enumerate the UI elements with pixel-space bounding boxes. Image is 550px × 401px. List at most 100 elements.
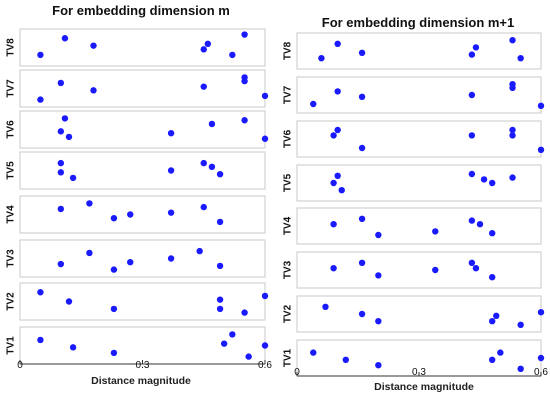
x-tick-label: 0.6 xyxy=(258,360,272,371)
row-tv8: TV8 xyxy=(283,32,542,70)
data-point xyxy=(200,203,207,211)
x-tick-label: 0 xyxy=(17,360,23,371)
row-frame xyxy=(296,120,542,158)
data-point xyxy=(110,266,118,273)
row-tv5: TV5 xyxy=(6,151,266,190)
data-point xyxy=(90,42,97,49)
row-frame xyxy=(296,295,542,333)
data-point xyxy=(517,55,524,62)
row-frame xyxy=(19,326,266,365)
data-point xyxy=(375,362,382,369)
row-frame xyxy=(296,76,542,114)
row-frame xyxy=(296,251,542,289)
data-point xyxy=(90,87,97,94)
data-point xyxy=(330,179,337,187)
data-point xyxy=(86,249,93,257)
data-point xyxy=(468,170,476,178)
data-point xyxy=(37,96,44,103)
data-point xyxy=(127,211,134,218)
row-frame xyxy=(19,110,266,149)
data-point xyxy=(517,365,524,372)
data-point xyxy=(358,144,366,152)
row-label: TV5 xyxy=(6,161,17,180)
data-point xyxy=(110,215,118,222)
panel-title-m: For embedding dimension m xyxy=(52,3,230,18)
data-point xyxy=(330,132,337,139)
row-label: TV7 xyxy=(6,79,17,98)
row-label: TV2 xyxy=(6,292,17,311)
data-point xyxy=(509,126,516,134)
data-point xyxy=(200,46,207,53)
data-point xyxy=(261,92,269,100)
data-point xyxy=(208,120,216,128)
data-point xyxy=(110,349,118,357)
data-point xyxy=(216,171,224,178)
row-tv4: TV4 xyxy=(6,195,266,234)
data-point xyxy=(509,132,516,139)
row-label: TV7 xyxy=(283,85,294,104)
data-point xyxy=(241,117,248,124)
x-tick-label: 0.3 xyxy=(412,367,426,378)
data-point xyxy=(167,209,175,216)
row-label: TV8 xyxy=(6,38,17,57)
data-point xyxy=(537,146,545,153)
data-point xyxy=(509,174,516,181)
row-label: TV4 xyxy=(283,216,294,235)
data-point xyxy=(375,231,382,239)
row-label: TV5 xyxy=(283,173,294,192)
data-point xyxy=(57,260,65,268)
row-tv2: TV2 xyxy=(283,295,545,333)
data-point xyxy=(342,356,349,363)
data-point xyxy=(375,272,382,279)
row-frame xyxy=(19,69,266,108)
row-frame xyxy=(19,28,266,67)
data-point xyxy=(358,215,366,222)
data-point xyxy=(167,255,175,262)
data-point xyxy=(493,312,500,319)
data-point xyxy=(220,340,228,347)
data-point xyxy=(509,84,516,92)
data-point xyxy=(196,247,203,255)
data-point xyxy=(489,356,496,363)
row-frame xyxy=(296,207,542,245)
data-point xyxy=(167,130,175,137)
x-axis-label-m: Distance magnitude xyxy=(91,375,191,387)
data-point xyxy=(537,102,545,110)
row-tv7: TV7 xyxy=(6,69,269,108)
data-point xyxy=(208,163,216,170)
data-point xyxy=(334,172,341,179)
data-point xyxy=(65,133,73,141)
row-frame xyxy=(19,151,266,190)
data-point xyxy=(245,353,252,360)
data-point xyxy=(310,349,317,356)
data-point xyxy=(334,126,341,134)
data-point xyxy=(322,303,329,310)
data-point xyxy=(476,221,484,228)
data-point xyxy=(127,259,134,266)
data-point xyxy=(468,259,476,266)
data-point xyxy=(310,100,317,108)
data-point xyxy=(86,200,93,207)
data-point xyxy=(229,51,236,59)
row-label: TV4 xyxy=(6,205,17,224)
data-point xyxy=(468,132,476,139)
data-point xyxy=(216,296,224,303)
row-label: TV6 xyxy=(6,120,17,139)
row-tv2: TV2 xyxy=(6,282,269,321)
data-point xyxy=(334,40,341,47)
data-point xyxy=(57,159,65,167)
data-point xyxy=(65,298,73,305)
data-point xyxy=(261,135,269,142)
x-tick-label: 0.3 xyxy=(136,360,150,371)
panel-m: For embedding dimension m Distance magni… xyxy=(6,3,273,387)
data-point xyxy=(241,309,248,316)
row-tv1: TV1 xyxy=(6,326,269,365)
data-point xyxy=(318,55,325,62)
data-point xyxy=(432,266,439,274)
row-tv6: TV6 xyxy=(6,110,269,149)
data-point xyxy=(468,91,476,99)
row-frame xyxy=(19,195,266,234)
row-frame xyxy=(296,164,542,202)
data-point xyxy=(330,221,337,228)
